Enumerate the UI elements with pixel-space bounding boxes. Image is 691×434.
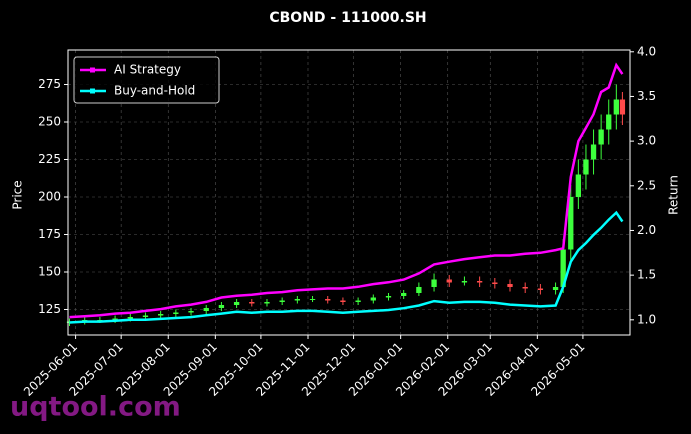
legend-label: AI Strategy	[114, 63, 181, 77]
candle-body	[575, 174, 582, 197]
candle-body	[590, 144, 597, 160]
candle-body	[127, 317, 133, 319]
candle-body	[279, 300, 285, 302]
y2-tick-label: 3.5	[637, 89, 656, 103]
candle-body	[461, 281, 468, 283]
legend-label: Buy-and-Hold	[114, 84, 195, 98]
candle-body	[416, 287, 422, 293]
y-axis-label: Price	[11, 180, 25, 209]
legend-box	[73, 56, 220, 104]
candle-body	[294, 299, 301, 301]
candle-body	[522, 287, 528, 289]
candle-body	[233, 302, 240, 305]
return-line	[69, 210, 624, 324]
candle-body	[568, 197, 574, 250]
candle-body	[309, 299, 316, 300]
y-tick-label: 150	[38, 265, 61, 279]
candle-body	[385, 296, 392, 298]
y2-tick-label: 2.0	[637, 223, 656, 237]
candle-body	[598, 129, 604, 145]
candle-body	[249, 302, 255, 304]
candle-body	[619, 99, 626, 115]
y2-tick-label: 1.0	[637, 312, 656, 326]
candle-body	[157, 314, 164, 316]
y2-axis-label: Return	[667, 175, 681, 215]
y-tick-label: 250	[38, 115, 61, 129]
candle-body	[264, 302, 270, 304]
candle-body	[370, 297, 376, 301]
legend-marker	[90, 88, 95, 94]
candle-body	[507, 284, 513, 287]
candle-body	[613, 99, 619, 115]
candle-body	[355, 300, 361, 302]
y-tick-label: 275	[38, 77, 61, 91]
candle-body	[446, 279, 452, 283]
plot-frame	[67, 49, 631, 336]
y-tick-label: 125	[38, 302, 61, 316]
candle-body	[537, 288, 544, 290]
return-line	[69, 62, 624, 319]
y2-tick-label: 2.5	[637, 178, 656, 192]
y2-tick-label: 1.5	[637, 268, 656, 282]
candle-body	[218, 305, 225, 308]
y2-tick-label: 3.0	[637, 134, 656, 148]
y-tick-label: 225	[38, 152, 61, 166]
candle-body	[203, 308, 209, 311]
candle-body	[606, 114, 612, 130]
chart-title: CBOND - 111000.SH	[269, 10, 426, 26]
candle-body	[173, 312, 179, 314]
candle-body	[492, 282, 498, 284]
legend-marker	[90, 67, 95, 73]
candle-body	[142, 315, 149, 317]
candle-body	[476, 281, 483, 283]
candle-body	[583, 159, 589, 175]
candle-body	[325, 299, 331, 301]
watermark: uqtool.com	[10, 392, 181, 423]
candle-body	[112, 318, 118, 320]
candle-body	[560, 249, 566, 287]
y-tick-label: 200	[38, 190, 61, 204]
candle-body	[431, 279, 437, 287]
candle-body	[401, 293, 407, 296]
candle-body	[552, 287, 559, 290]
y2-tick-label: 4.0	[637, 44, 656, 58]
candle-body	[188, 311, 194, 313]
y-tick-label: 175	[38, 227, 61, 241]
candle-body	[340, 300, 346, 302]
